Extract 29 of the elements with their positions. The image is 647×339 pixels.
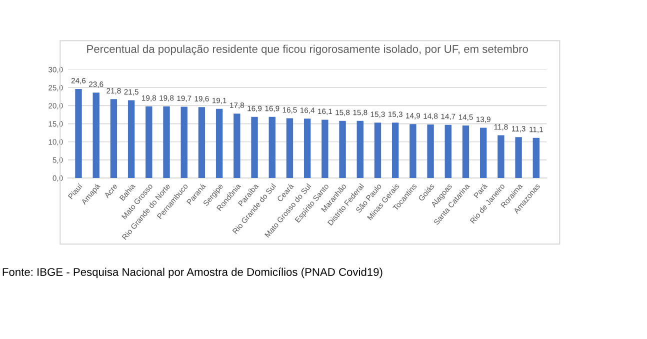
bar — [286, 118, 294, 178]
bar — [216, 108, 223, 178]
bar — [198, 107, 206, 178]
bar — [444, 124, 452, 178]
bar — [128, 100, 135, 178]
bar — [480, 128, 487, 178]
bar — [322, 120, 328, 178]
bar — [356, 120, 364, 178]
bar — [180, 106, 188, 178]
bar — [304, 118, 311, 178]
bar — [515, 137, 522, 178]
bar — [374, 122, 382, 178]
bar — [410, 124, 416, 178]
bar — [234, 114, 240, 178]
bar — [532, 138, 540, 178]
bar — [251, 116, 258, 178]
bar — [163, 106, 170, 178]
source-note: Fonte: IBGE - Pesquisa Nacional por Amostra de Domicílios (PNAD Covid19) — [2, 268, 382, 278]
bar — [462, 126, 470, 178]
bar — [92, 92, 100, 178]
bar — [146, 106, 152, 178]
bar — [110, 99, 118, 178]
bar — [268, 116, 276, 178]
chart-title: Percentual da população residente que ficou rigorosamente isolado, por UF, em setembro — [87, 44, 528, 56]
bar — [392, 122, 399, 178]
bar — [427, 124, 434, 178]
bar — [339, 120, 346, 178]
bar — [75, 89, 82, 178]
bar — [498, 135, 504, 178]
